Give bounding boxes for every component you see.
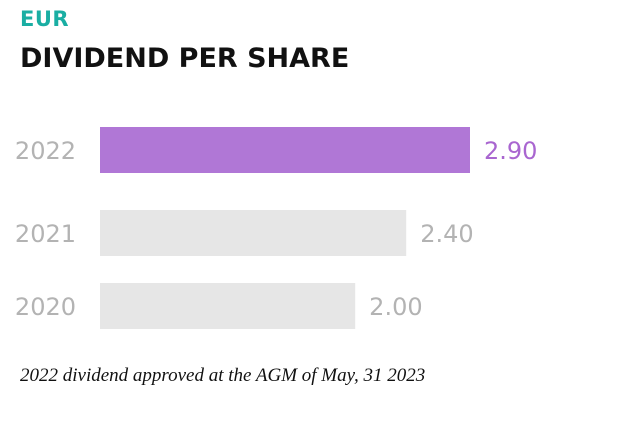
- unit-label: EUR: [20, 7, 70, 31]
- chart-title: DIVIDEND PER SHARE: [20, 43, 350, 74]
- category-label-2022: 2022: [15, 137, 76, 165]
- value-label-2020: 2.00: [369, 293, 422, 321]
- bar-2021: [100, 210, 407, 256]
- value-label-2022: 2.90: [484, 137, 537, 165]
- value-label-2021: 2.40: [420, 220, 473, 248]
- bar-2020: [100, 283, 356, 329]
- category-label-2020: 2020: [15, 293, 76, 321]
- footnote: 2022 dividend approved at the AGM of May…: [20, 365, 426, 386]
- category-label-2021: 2021: [15, 220, 76, 248]
- bar-2022: [100, 127, 470, 173]
- bar-chart: 2022 2.90 2021 2.40 2020 2.00: [15, 127, 537, 329]
